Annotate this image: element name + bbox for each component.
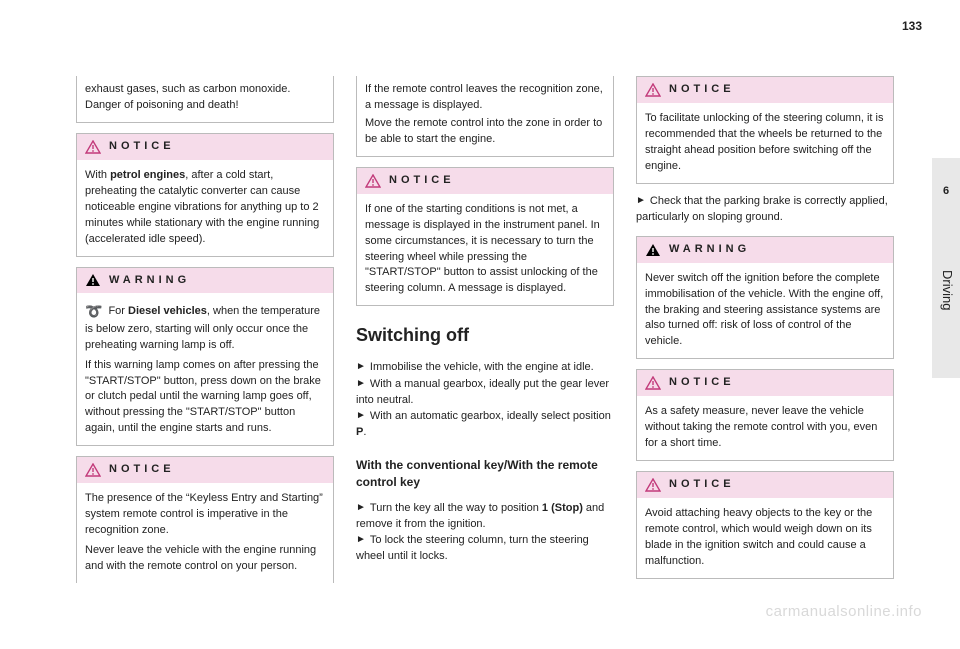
text: Avoid attaching heavy objects to the key… <box>645 507 872 567</box>
notice-label: NOTICE <box>669 477 735 493</box>
text: With an automatic gearbox, ideally selec… <box>370 410 611 422</box>
text-para: The presence of the “Keyless Entry and S… <box>85 491 325 539</box>
notice-label: NOTICE <box>389 173 455 189</box>
warning-diesel: WARNING ➰For Diesel vehicles, when the t… <box>76 267 334 447</box>
notice-label: NOTICE <box>109 462 175 478</box>
notice-icon <box>85 463 101 477</box>
notice-header: NOTICE <box>357 168 613 194</box>
text: For <box>108 306 128 318</box>
list-item: ► Immobilise the vehicle, with the engine… <box>356 360 614 376</box>
bullet-arrow-icon: ► <box>356 360 366 375</box>
list-item: ► With an automatic gearbox, ideally sele… <box>356 409 614 441</box>
heading-switching-off: Switching off <box>356 322 614 348</box>
notice-icon <box>365 174 381 188</box>
notice-header: NOTICE <box>77 134 333 160</box>
notice-steering-unlock: NOTICE To facilitate unlocking of the st… <box>636 76 894 184</box>
notice-body: To facilitate unlocking of the steering … <box>637 103 893 183</box>
subheading-conventional-key: With the conventional key/With the remot… <box>356 457 614 492</box>
notice-label: NOTICE <box>669 82 735 98</box>
bullet-list: ► Immobilise the vehicle, with the engine… <box>356 360 614 440</box>
text-para: If this warning lamp comes on after pres… <box>85 358 325 438</box>
notice-header: NOTICE <box>637 370 893 396</box>
watermark: carmanualsonline.info <box>766 601 922 623</box>
text-para: Move the remote control into the zone in… <box>365 116 605 148</box>
text: With <box>85 169 110 181</box>
bullet-arrow-icon: ► <box>356 501 366 516</box>
text: As a safety measure, never leave the veh… <box>645 405 877 449</box>
text-para: If the remote control leaves the recogni… <box>365 82 605 114</box>
notice-heavy-objects: NOTICE Avoid attaching heavy objects to … <box>636 471 894 579</box>
page-number: 133 <box>902 18 922 35</box>
notice-header: NOTICE <box>637 472 893 498</box>
text: Never switch off the ignition before the… <box>645 272 883 348</box>
list-item: ► Turn the key all the way to position 1 … <box>356 501 614 533</box>
notice-label: NOTICE <box>669 375 735 391</box>
column-3: NOTICE To facilitate unlocking of the st… <box>636 76 894 619</box>
text: Turn the key all the way to position <box>370 503 542 515</box>
bullet-arrow-icon: ► <box>356 533 366 548</box>
notice-body: With petrol engines, after a cold start,… <box>77 160 333 256</box>
warning-body: ➰For Diesel vehicles, when the temperatu… <box>77 293 333 445</box>
text: To facilitate unlocking of the steering … <box>645 112 883 172</box>
text-bold: petrol engines <box>110 169 185 181</box>
warning-header: WARNING <box>77 268 333 294</box>
preheat-icon: ➰ <box>85 301 102 321</box>
notice-remote-safety: NOTICE As a safety measure, never leave … <box>636 369 894 461</box>
text: Check that the parking brake is correctl… <box>636 195 888 223</box>
warning-ignition: WARNING Never switch off the ignition be… <box>636 236 894 360</box>
notice-icon <box>85 140 101 154</box>
list-item: ►With a manual gearbox, ideally put the … <box>356 377 614 409</box>
notice-body: If one of the starting conditions is not… <box>357 194 613 306</box>
text-para: Never leave the vehicle with the engine … <box>85 543 325 575</box>
list-item: ►Check that the parking brake is correct… <box>636 194 894 226</box>
text: If one of the starting conditions is not… <box>365 203 600 295</box>
chapter-number: 6 <box>932 184 960 200</box>
notice-body: Avoid attaching heavy objects to the key… <box>637 498 893 578</box>
column-1: exhaust gases, such as carbon monoxide. … <box>76 76 334 619</box>
notice-petrol: NOTICE With petrol engines, after a cold… <box>76 133 334 257</box>
text: . <box>363 426 366 438</box>
notice-header: NOTICE <box>637 77 893 103</box>
chapter-tab: 6 <box>932 158 960 378</box>
notice-icon <box>645 83 661 97</box>
step-list: ► Turn the key all the way to position 1 … <box>356 501 614 565</box>
list-item: ►To lock the steering column, turn the s… <box>356 533 614 565</box>
text: To lock the steering column, turn the st… <box>356 535 589 563</box>
warning-body: Never switch off the ignition before the… <box>637 263 893 359</box>
notice-icon <box>645 376 661 390</box>
warning-icon <box>85 273 101 287</box>
notice-header: NOTICE <box>77 457 333 483</box>
text: Immobilise the vehicle, with the engine … <box>370 362 594 374</box>
bullet-arrow-icon: ► <box>356 377 366 392</box>
warning-icon <box>645 243 661 257</box>
carryover-box: exhaust gases, such as carbon monoxide. … <box>76 76 334 123</box>
warning-header: WARNING <box>637 237 893 263</box>
warning-label: WARNING <box>109 273 190 289</box>
bullet-arrow-icon: ► <box>636 194 646 209</box>
notice-start-conditions: NOTICE If one of the starting conditions… <box>356 167 614 307</box>
warning-label: WARNING <box>669 242 750 258</box>
notice-label: NOTICE <box>109 139 175 155</box>
remote-zone-box: If the remote control leaves the recogni… <box>356 76 614 157</box>
bullet-arrow-icon: ► <box>356 409 366 424</box>
text-bold: Diesel vehicles <box>128 306 207 318</box>
text-bold: 1 (Stop) <box>542 503 583 515</box>
notice-body: As a safety measure, never leave the veh… <box>637 396 893 460</box>
notice-keyless: NOTICE The presence of the “Keyless Entr… <box>76 456 334 583</box>
carryover-text: exhaust gases, such as carbon monoxide. … <box>85 83 290 111</box>
text-para: ➰For Diesel vehicles, when the temperatu… <box>85 301 325 353</box>
notice-body: The presence of the “Keyless Entry and S… <box>77 483 333 583</box>
notice-icon <box>645 478 661 492</box>
text: With a manual gearbox, ideally put the g… <box>356 378 609 406</box>
column-2: If the remote control leaves the recogni… <box>356 76 614 619</box>
content-columns: exhaust gases, such as carbon monoxide. … <box>76 76 894 619</box>
section-label: Driving <box>937 270 956 310</box>
